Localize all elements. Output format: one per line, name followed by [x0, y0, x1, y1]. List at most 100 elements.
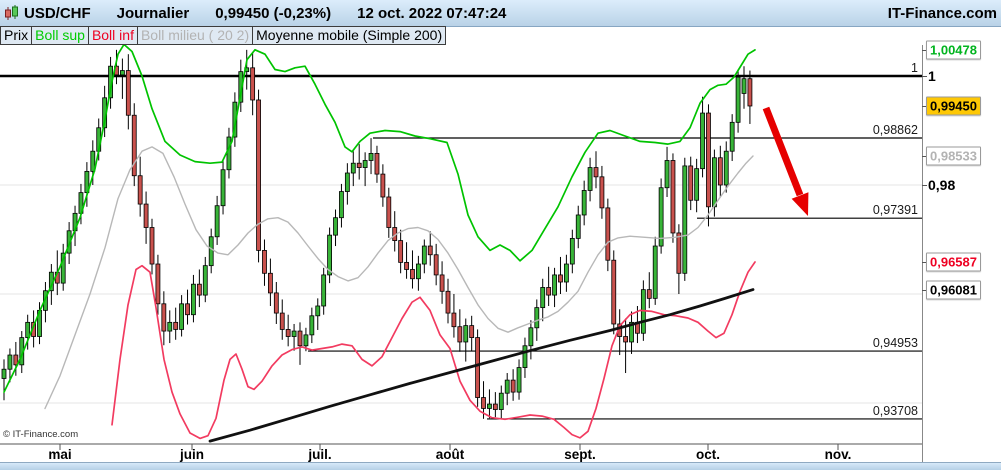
- candle-up: [564, 263, 569, 283]
- candle-down: [386, 196, 392, 228]
- price-axis-tick: [922, 155, 927, 157]
- series-boll-sup: [3, 45, 756, 393]
- candle-down: [155, 263, 161, 305]
- price-level-label: 0,98862: [873, 123, 918, 137]
- candle-down: [143, 203, 149, 228]
- candle-up: [575, 214, 581, 239]
- candle-down: [546, 287, 552, 296]
- candle-down: [149, 227, 155, 265]
- candle-down: [475, 337, 481, 398]
- candle-up: [25, 321, 31, 338]
- candle-up: [534, 307, 540, 329]
- candle-down: [688, 165, 694, 201]
- title-bar: USD/CHF Journalier 0,99450 (-0,23%) 12 o…: [0, 0, 1001, 27]
- price-axis-label: 1: [928, 68, 936, 84]
- candle-up: [498, 392, 504, 410]
- candle-up: [327, 234, 333, 276]
- candle-up: [516, 367, 522, 393]
- legend-item-prix[interactable]: Prix: [0, 26, 33, 45]
- datetime-label: 12 oct. 2022 07:47:24: [357, 4, 507, 22]
- legend-item-boll-sup[interactable]: Boll sup: [32, 26, 89, 45]
- price-axis-tick: [922, 185, 927, 186]
- candle-up: [741, 78, 747, 94]
- candle-down: [410, 269, 415, 280]
- month-label-juil: juil.: [307, 447, 331, 462]
- series-ma200: [208, 288, 755, 443]
- boll-inf-price-label: 0,96587: [926, 252, 981, 272]
- boll-sup-price-label: 1,00478: [926, 40, 981, 60]
- candle-up: [321, 274, 327, 307]
- candle-down: [510, 379, 516, 393]
- price-axis-tick: [922, 289, 927, 291]
- candle-down: [250, 67, 256, 101]
- candle-down: [492, 403, 498, 410]
- candle-down: [131, 114, 137, 177]
- candle-down: [267, 272, 273, 294]
- candle-down: [717, 157, 723, 186]
- candle-up: [303, 334, 309, 347]
- month-label-juin: juin: [179, 447, 204, 462]
- candle-up: [658, 187, 664, 247]
- candle-up: [735, 76, 741, 123]
- candle-up: [569, 238, 575, 265]
- candle-down: [445, 290, 451, 314]
- candle-down: [676, 232, 682, 274]
- candle-up: [487, 403, 492, 409]
- legend-item-moyenne-mobile-simple-200[interactable]: Moyenne mobile (Simple 200): [253, 26, 447, 45]
- candle-down: [451, 312, 457, 328]
- candle-up: [652, 245, 658, 299]
- quote-label: 0,99450 (-0,23%): [215, 4, 332, 22]
- candle-down: [256, 99, 261, 251]
- candle-up: [368, 152, 374, 161]
- candle-down: [481, 397, 486, 409]
- candle-down: [356, 162, 362, 168]
- watermark: © IT-Finance.com: [3, 429, 78, 440]
- candle-down: [623, 336, 628, 343]
- chart-canvas[interactable]: 1 0,98862 0,97391 0,94953 0,93708 © IT-Financ…: [0, 45, 1001, 469]
- boll-mid-price-label: 0,98533: [926, 146, 981, 166]
- candle-down: [670, 160, 676, 234]
- candle-up: [682, 165, 688, 274]
- candle-up: [315, 305, 321, 317]
- candle-down: [297, 330, 303, 347]
- candle-up: [350, 162, 356, 174]
- price-axis-tick: [922, 49, 927, 51]
- legend-item-boll-inf[interactable]: Boll inf: [88, 26, 138, 45]
- price-axis-tick: [922, 105, 927, 107]
- legend-bar: Prix Boll sup Boll inf Boll milieu ( 20 2) M…: [0, 26, 447, 45]
- candle-down: [433, 254, 439, 276]
- candle-up: [587, 167, 593, 191]
- candle-up: [723, 150, 729, 186]
- candle-up: [60, 252, 66, 284]
- candle-up: [191, 283, 196, 316]
- candle-up: [7, 354, 13, 370]
- candle-up: [362, 160, 368, 168]
- candle-down: [125, 70, 131, 116]
- ma200-price-label: 0,96081: [926, 280, 981, 300]
- month-label-mai: mai: [48, 447, 71, 462]
- last-price-label: 0,99450: [926, 96, 981, 116]
- candle-down: [173, 321, 179, 330]
- candle-up: [1, 368, 7, 379]
- candle-up: [202, 265, 208, 296]
- candle-down: [599, 176, 605, 209]
- candle-up: [208, 236, 214, 267]
- candle-down: [161, 303, 167, 332]
- candle-down: [611, 259, 617, 325]
- candle-down: [558, 274, 563, 283]
- candle-up: [694, 168, 700, 201]
- candle-down: [427, 245, 433, 256]
- timeframe-label: Journalier: [116, 4, 190, 22]
- legend-item-boll-milieu-20-2[interactable]: Boll milieu ( 20 2): [137, 26, 254, 45]
- candle-down: [457, 326, 463, 343]
- candle-up: [66, 230, 72, 254]
- candle-down: [706, 112, 711, 208]
- candle-down: [279, 312, 285, 330]
- candle-down: [380, 173, 386, 198]
- trend-arrow-shaft: [762, 106, 804, 197]
- price-level-label: 1: [911, 61, 918, 75]
- candle-up: [664, 160, 670, 189]
- candle-up: [629, 321, 634, 343]
- candle-down: [13, 354, 19, 366]
- candle-down: [747, 78, 753, 107]
